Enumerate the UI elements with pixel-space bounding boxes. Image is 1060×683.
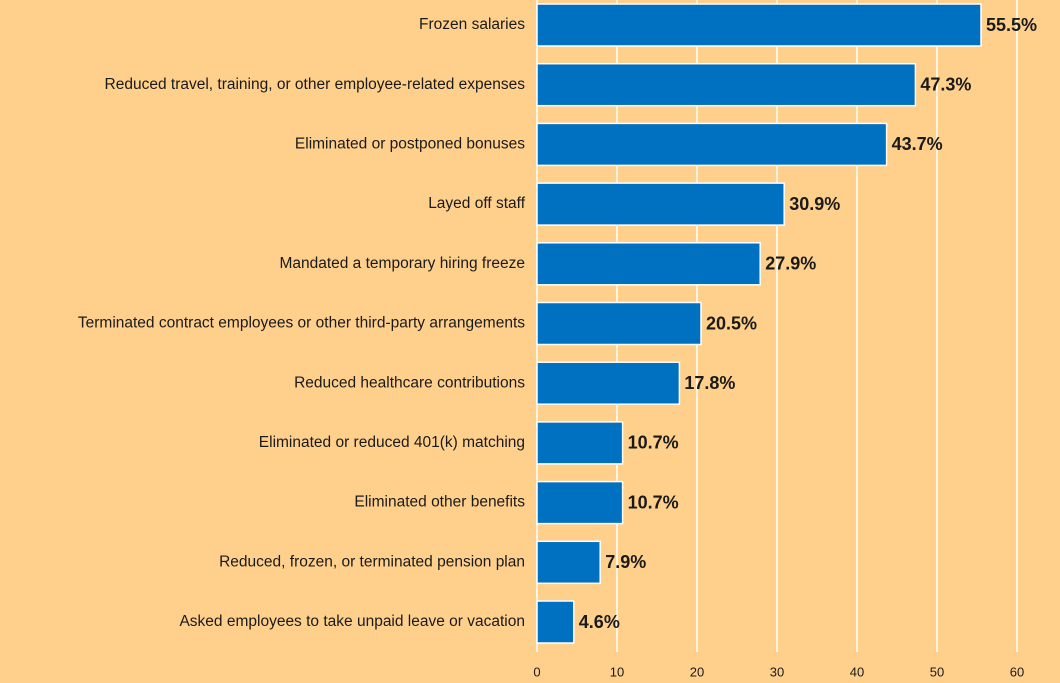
x-tick-label: 50 [930, 664, 944, 679]
value-label: 27.9% [765, 254, 816, 274]
category-label: Frozen salaries [419, 16, 525, 33]
bar [536, 182, 785, 226]
category-label: Reduced, frozen, or terminated pension p… [219, 553, 525, 570]
x-tick-label: 30 [770, 664, 784, 679]
value-label: 47.3% [920, 74, 971, 94]
value-label: 17.8% [684, 373, 735, 393]
value-label: 4.6% [579, 612, 620, 632]
category-label: Eliminated or postponed bonuses [295, 135, 525, 152]
category-label: Eliminated other benefits [354, 494, 525, 511]
bar [536, 122, 888, 167]
category-label: Mandated a temporary hiring freeze [279, 255, 525, 272]
bar [536, 3, 982, 47]
value-label: 55.5% [986, 15, 1037, 35]
value-label: 43.7% [892, 134, 943, 154]
x-tick-label: 10 [610, 664, 624, 679]
x-tick-label: 60 [1010, 664, 1024, 679]
value-label: 10.7% [628, 492, 679, 512]
category-label: Eliminated or reduced 401(k) matching [259, 434, 525, 451]
x-tick-label: 20 [690, 664, 704, 679]
bar [536, 62, 917, 107]
category-label: Asked employees to take unpaid leave or … [179, 613, 525, 630]
bar [536, 600, 575, 644]
bar [536, 421, 624, 465]
category-label: Reduced travel, training, or other emplo… [105, 76, 526, 93]
bar [536, 301, 702, 346]
category-label: Reduced healthcare contributions [294, 374, 525, 391]
category-label: Layed off staff [428, 195, 526, 212]
category-label: Terminated contract employees or other t… [78, 315, 525, 332]
value-label: 7.9% [605, 552, 646, 572]
value-label: 20.5% [706, 313, 757, 333]
bar [536, 540, 601, 585]
x-tick-label: 0 [533, 664, 540, 679]
value-label: 10.7% [628, 433, 679, 453]
bar [536, 480, 624, 525]
value-label: 30.9% [789, 194, 840, 214]
bar [536, 361, 681, 405]
bar [536, 242, 761, 286]
x-tick-label: 40 [850, 664, 864, 679]
